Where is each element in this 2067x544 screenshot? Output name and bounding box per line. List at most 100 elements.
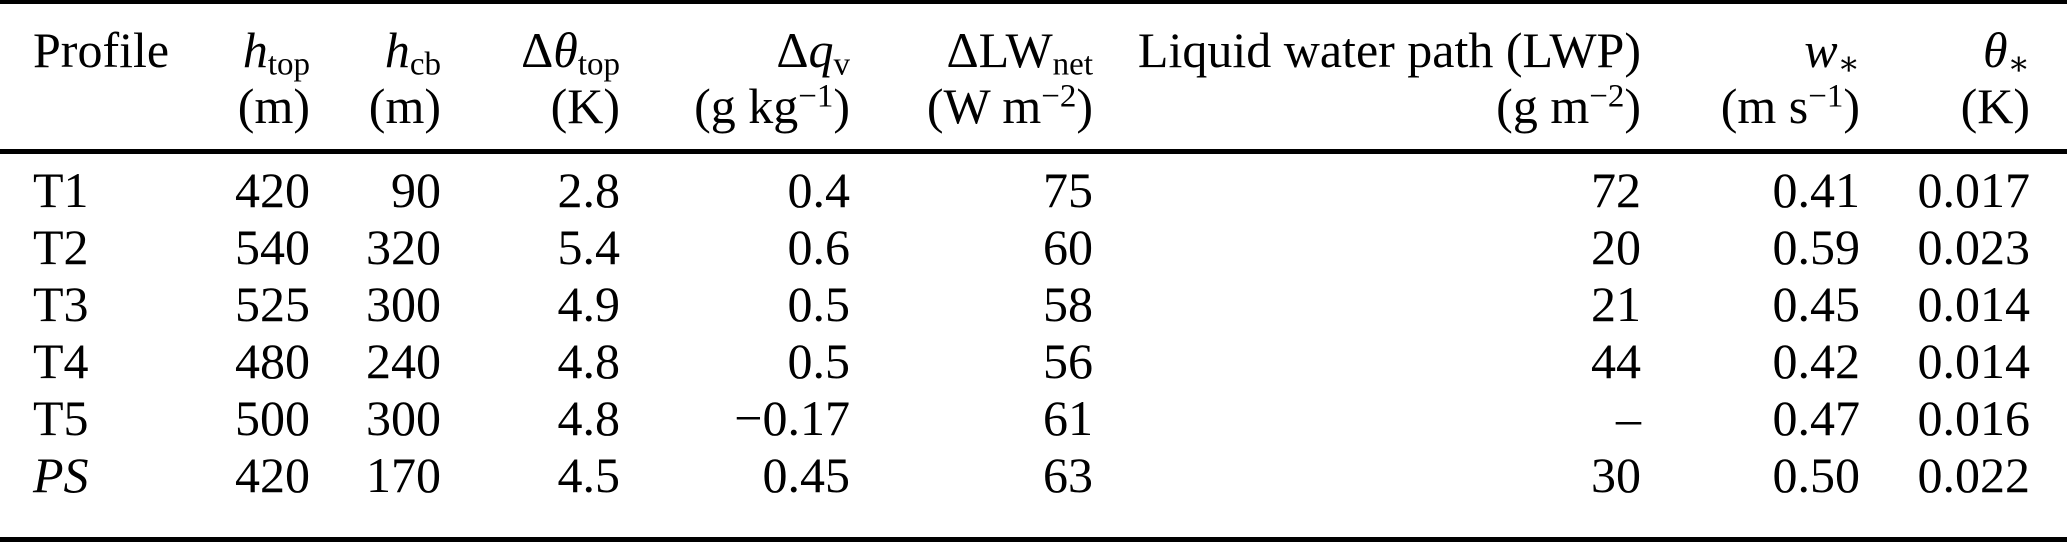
- w-star-unit-close: ): [1843, 78, 1860, 134]
- theta-symbol: θ: [1983, 22, 2008, 78]
- cell-h-top: 525: [235, 276, 310, 332]
- cell-h-cb: 300: [366, 390, 441, 446]
- cell-dq-v: 0.45: [762, 447, 851, 503]
- cell-lwp: 72: [1591, 162, 1641, 218]
- cell-lwp: 44: [1591, 333, 1641, 389]
- delta-lw-symbol: ΔLW: [946, 22, 1053, 78]
- col-unit-h-cb: (m): [310, 78, 441, 134]
- cell-dq-v: −0.17: [734, 390, 850, 446]
- theta-symbol: θ: [553, 22, 578, 78]
- col-title-profile: Profile: [33, 22, 170, 78]
- col-title-dtheta-top: Δθtop: [441, 22, 620, 81]
- col-header-h-top: htop (m): [170, 2, 310, 154]
- dlw-net-subscript: net: [1052, 46, 1093, 83]
- w-star-subscript: ∗: [1837, 46, 1860, 83]
- cell-dlw-net: 61: [1043, 390, 1093, 446]
- theta-star-unit: (K): [1960, 78, 2030, 134]
- col-title-h-cb: hcb: [310, 22, 441, 81]
- theta-star-subscript: ∗: [2007, 46, 2030, 83]
- cell-h-cb: 90: [391, 162, 441, 218]
- h-top-symbol: h: [242, 22, 268, 78]
- header-row: Profile htop (m) hcb (m) Δθtop (K) Δqv: [0, 2, 2067, 154]
- dq-v-subscript: v: [833, 46, 851, 83]
- table-row-t1: T1 420 90 2.8 0.4 75 72 0.41 0.017: [0, 152, 2067, 220]
- col-unit-dlw-net: (W m−2): [850, 78, 1093, 134]
- dtheta-top-unit: (K): [550, 78, 620, 134]
- dlw-net-unit-close: ): [1076, 78, 1093, 134]
- h-cb-subscript: cb: [409, 46, 441, 83]
- cell-dtheta-top: 2.8: [557, 162, 621, 218]
- lwp-unit: (g m: [1496, 78, 1590, 134]
- cell-profile: T5: [33, 390, 89, 446]
- h-top-subscript: top: [267, 46, 310, 83]
- cell-h-top: 420: [235, 447, 310, 503]
- cell-h-top: 480: [235, 333, 310, 389]
- cell-profile: PS: [33, 447, 89, 503]
- col-header-w-star: w∗ (m s−1): [1641, 2, 1860, 154]
- col-unit-dq-v: (g kg−1): [620, 78, 850, 134]
- h-cb-unit: (m): [368, 78, 441, 134]
- dq-v-unit-close: ): [833, 78, 850, 134]
- cell-theta-star: 0.023: [1917, 219, 2031, 275]
- cell-w-star: 0.59: [1772, 219, 1861, 275]
- table-row-ps: PS 420 170 4.5 0.45 63 30 0.50 0.022: [0, 447, 2067, 540]
- cell-profile: T1: [33, 162, 89, 218]
- cell-h-top: 500: [235, 390, 310, 446]
- col-title-dq-v: Δqv: [620, 22, 850, 81]
- table-row-t3: T3 525 300 4.9 0.5 58 21 0.45 0.014: [0, 276, 2067, 333]
- cell-w-star: 0.42: [1772, 333, 1861, 389]
- cell-dtheta-top: 4.8: [557, 390, 621, 446]
- cell-profile: T2: [33, 219, 89, 275]
- col-header-lwp: Liquid water path (LWP) (g m−2): [1093, 2, 1641, 154]
- col-unit-w-star: (m s−1): [1641, 78, 1860, 134]
- cell-h-cb: 320: [366, 219, 441, 275]
- col-header-dq-v: Δqv (g kg−1): [620, 2, 850, 154]
- cell-theta-star: 0.014: [1917, 276, 2031, 332]
- dlw-net-unit: (W m: [926, 78, 1042, 134]
- lwp-unit-exponent: −2: [1589, 78, 1625, 115]
- cell-dlw-net: 63: [1043, 447, 1093, 503]
- profile-header-label: Profile: [33, 22, 170, 78]
- col-unit-dtheta-top: (K): [441, 78, 620, 134]
- cell-w-star: 0.47: [1772, 390, 1861, 446]
- cell-lwp: 21: [1591, 276, 1641, 332]
- cell-h-top: 420: [235, 162, 310, 218]
- cell-dq-v: 0.5: [787, 276, 851, 332]
- h-top-unit: (m): [237, 78, 310, 134]
- dq-v-unit-exponent: −1: [798, 78, 834, 115]
- cell-theta-star: 0.022: [1917, 447, 2031, 503]
- col-title-theta-star: θ∗: [1860, 22, 2030, 81]
- dtheta-top-subscript: top: [577, 46, 620, 83]
- w-symbol: w: [1804, 22, 1838, 78]
- cell-profile: T3: [33, 276, 89, 332]
- cell-lwp: –: [1616, 390, 1641, 446]
- cell-dq-v: 0.6: [787, 219, 851, 275]
- cell-dtheta-top: 4.8: [557, 333, 621, 389]
- cell-h-cb: 300: [366, 276, 441, 332]
- col-title-lwp: Liquid water path (LWP): [1093, 22, 1641, 78]
- cell-dlw-net: 56: [1043, 333, 1093, 389]
- cell-dtheta-top: 4.5: [557, 447, 621, 503]
- w-star-unit-exponent: −1: [1808, 78, 1844, 115]
- cell-lwp: 30: [1591, 447, 1641, 503]
- col-title-dlw-net: ΔLWnet: [850, 22, 1093, 81]
- col-title-w-star: w∗: [1641, 22, 1860, 81]
- cell-w-star: 0.41: [1772, 162, 1861, 218]
- lwp-header-label: Liquid water path (LWP): [1137, 22, 1641, 78]
- delta-symbol: Δ: [521, 22, 554, 78]
- dq-v-unit: (g kg: [694, 78, 799, 134]
- cell-theta-star: 0.014: [1917, 333, 2031, 389]
- h-cb-symbol: h: [384, 22, 410, 78]
- dlw-net-unit-exponent: −2: [1041, 78, 1077, 115]
- col-header-h-cb: hcb (m): [310, 2, 441, 154]
- col-title-h-top: htop: [170, 22, 310, 81]
- table-row-t5: T5 500 300 4.8 −0.17 61 – 0.47 0.016: [0, 390, 2067, 447]
- cell-profile: T4: [33, 333, 89, 389]
- col-unit-profile: [33, 78, 170, 134]
- cell-dlw-net: 60: [1043, 219, 1093, 275]
- cell-dtheta-top: 5.4: [557, 219, 621, 275]
- cell-dlw-net: 58: [1043, 276, 1093, 332]
- cell-w-star: 0.50: [1772, 447, 1861, 503]
- col-header-profile: Profile: [0, 2, 170, 154]
